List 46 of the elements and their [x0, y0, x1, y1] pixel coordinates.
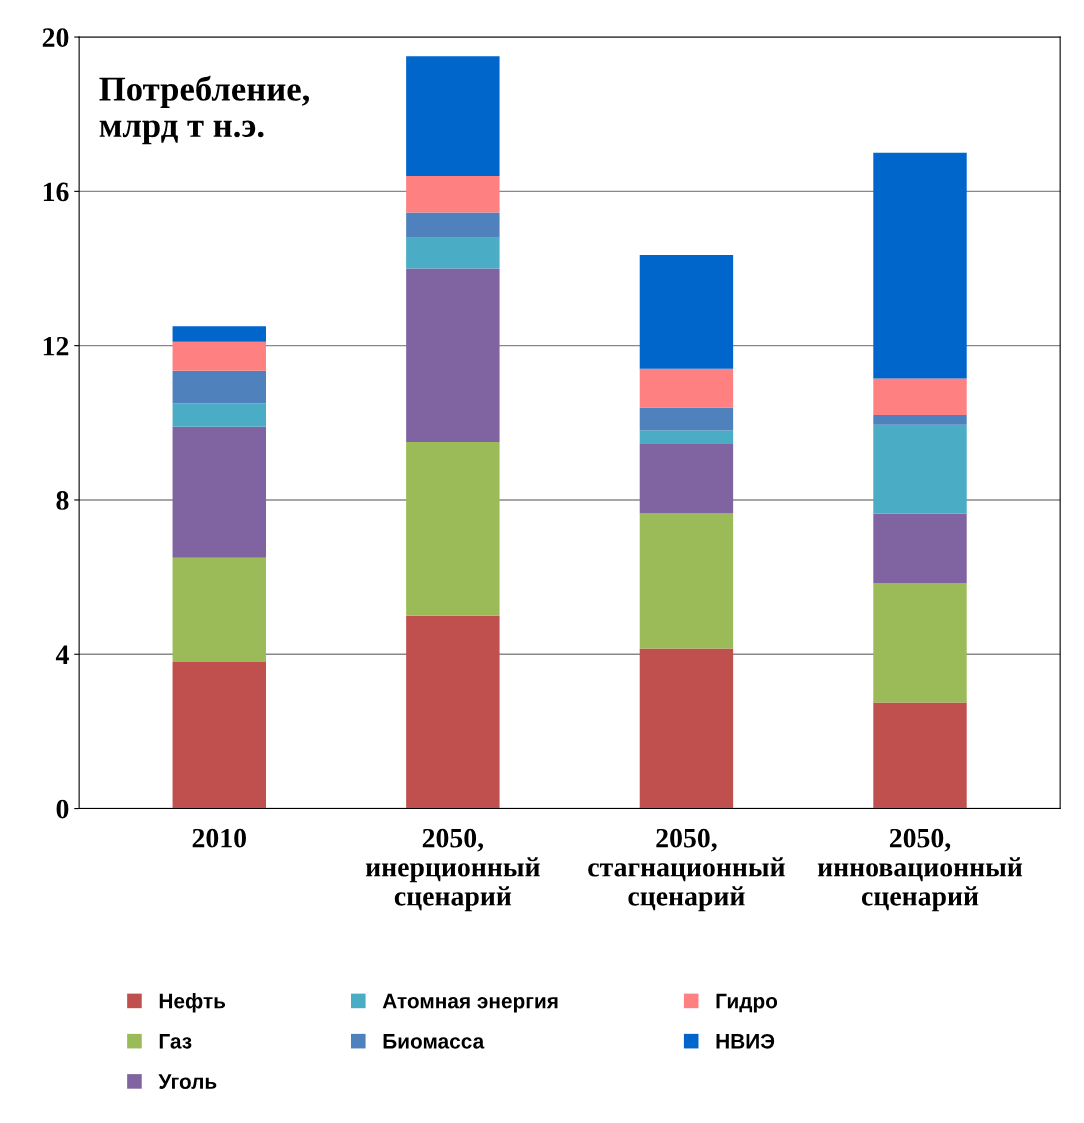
- bar: [873, 702, 967, 809]
- y-tick-label: 0: [56, 799, 69, 819]
- bar: [873, 424, 967, 514]
- bar: [406, 615, 500, 809]
- bar: [639, 444, 734, 514]
- legend-label: Биомасса: [383, 1034, 485, 1049]
- bar: [406, 212, 500, 238]
- bar: [406, 237, 500, 269]
- bar: [406, 175, 500, 213]
- x-tick-label: 2050, стагнационный сценарий: [588, 828, 785, 912]
- bar: [639, 513, 734, 649]
- bar: [873, 378, 967, 416]
- x-tick-label: 2010: [192, 828, 246, 848]
- legend-label: Нефть: [159, 993, 226, 1013]
- legend-label: НВИЭ: [716, 1033, 775, 1049]
- y-tick-label: 12: [43, 336, 69, 356]
- bar: [172, 403, 266, 427]
- bar: [873, 152, 967, 379]
- bar: [172, 557, 266, 662]
- bar: [406, 56, 500, 176]
- bar: [639, 430, 734, 445]
- legend-label: Атомная энергия: [382, 993, 558, 1013]
- bar: [639, 368, 734, 408]
- y-tick-label: 4: [55, 645, 69, 664]
- bar: [172, 341, 266, 371]
- bar: [172, 661, 266, 809]
- bar: [406, 268, 500, 443]
- bar: [873, 513, 967, 583]
- legend-label: Газ: [159, 1034, 192, 1049]
- bar: [172, 326, 266, 342]
- y-tick-label: 8: [56, 491, 69, 510]
- text: Потребление, млрд т н.э.: [99, 75, 310, 145]
- legend-label: Гидро: [716, 993, 778, 1013]
- x-tick-label: 2050, инерционный сценарий: [365, 828, 540, 912]
- bar: [639, 648, 734, 809]
- y-tick-label: 20: [42, 28, 69, 47]
- y-tick-label: 16: [43, 182, 69, 202]
- bar: [873, 415, 967, 425]
- bar: [639, 407, 734, 431]
- bar: [639, 255, 734, 369]
- bar: [873, 582, 967, 703]
- bar: [172, 370, 266, 404]
- x-tick-label: 2050, инновационный сценарий: [817, 828, 1023, 912]
- legend-label: Уголь: [158, 1074, 217, 1089]
- bar: [172, 426, 266, 558]
- bar: [406, 442, 500, 616]
